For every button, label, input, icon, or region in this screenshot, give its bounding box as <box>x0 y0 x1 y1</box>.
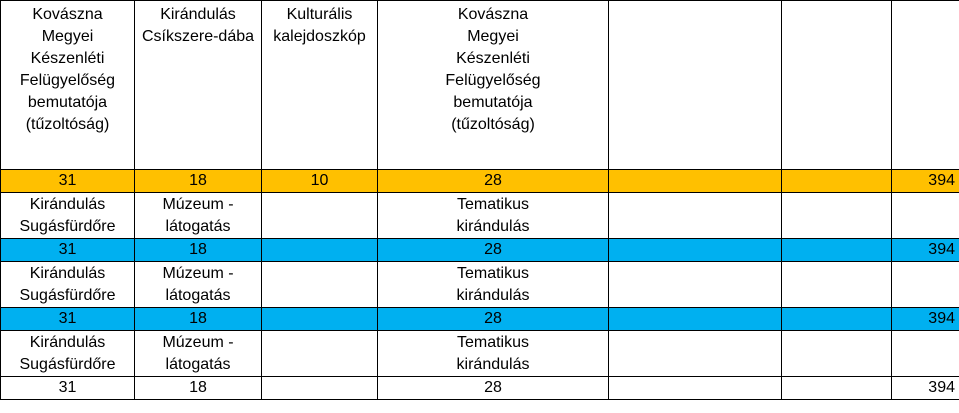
table-cell: 31 <box>0 376 135 400</box>
cell-text: 28 <box>484 379 502 396</box>
table-cell: 31 <box>0 169 135 193</box>
table-row: Kovászna Megyei Készenléti Felügyelőség … <box>0 0 959 170</box>
table-cell: Kirándulás Sugásfürdőre <box>0 192 135 239</box>
cell-text: Kulturális kalejdoszkóp <box>273 6 366 45</box>
table-cell <box>261 330 378 377</box>
table-cell <box>781 330 892 377</box>
table-row: 31 18 28 394 <box>0 307 959 331</box>
table-cell <box>781 376 892 400</box>
table-row: Kirándulás Sugásfürdőre Múzeum - látogatá… <box>0 261 959 308</box>
table-row: Kirándulás Sugásfürdőre Múzeum - látogatá… <box>0 192 959 239</box>
cell-text: Kovászna Megyei Készenléti Felügyelőség … <box>19 6 116 133</box>
table-cell <box>781 0 892 170</box>
table-cell: Tematikus kirándulás <box>377 261 609 308</box>
program-table: Kovászna Megyei Készenléti Felügyelőség … <box>0 0 959 400</box>
cell-text: 28 <box>484 241 502 258</box>
table-cell <box>261 192 378 239</box>
table-cell: 18 <box>134 238 262 262</box>
table-cell <box>261 261 378 308</box>
cell-text: Kirándulás Sugásfürdőre <box>19 195 116 235</box>
table-cell <box>261 307 378 331</box>
cell-text: 394 <box>928 310 955 327</box>
table-cell: 394 <box>891 376 959 400</box>
table-cell <box>608 307 782 331</box>
table-cell: Kovászna Megyei Készenléti Felügyelőség … <box>0 0 135 170</box>
table-cell: Kirándulás Sugásfürdőre <box>0 261 135 308</box>
table-cell: 18 <box>134 169 262 193</box>
table-row: 31 18 28 394 <box>0 376 959 400</box>
cell-text: Tematikus kirándulás <box>456 195 530 235</box>
table-cell <box>608 192 782 239</box>
table-cell: Múzeum - látogatás <box>134 330 262 377</box>
table-cell <box>891 192 959 239</box>
table-cell <box>608 0 782 170</box>
table-cell: 31 <box>0 238 135 262</box>
cell-text: 31 <box>58 172 77 189</box>
cell-text: Kovászna Megyei Készenléti Felügyelőség … <box>445 6 541 133</box>
table-cell: Kirándulás Sugásfürdőre <box>0 330 135 377</box>
table-cell: Múzeum - látogatás <box>134 261 262 308</box>
cell-text: 18 <box>189 379 207 396</box>
table-cell: 28 <box>377 238 609 262</box>
table-row: Kirándulás Sugásfürdőre Múzeum - látogatá… <box>0 330 959 377</box>
table-cell <box>781 307 892 331</box>
table-cell <box>781 261 892 308</box>
table-cell: 394 <box>891 307 959 331</box>
table-cell <box>608 330 782 377</box>
table-cell: 18 <box>134 307 262 331</box>
table-cell: Kovászna Megyei Készenléti Felügyelőség … <box>377 0 609 170</box>
table-row: 31 18 28 394 <box>0 238 959 262</box>
table-cell: Kirándulás Csíkszere-dába <box>134 0 262 170</box>
table-cell: 10 <box>261 169 378 193</box>
table-cell <box>781 169 892 193</box>
table-cell: 28 <box>377 307 609 331</box>
table-cell: Kulturális kalejdoszkóp <box>261 0 378 170</box>
cell-text: Kirándulás Csíkszere-dába <box>141 6 255 45</box>
table-cell <box>891 0 959 170</box>
cell-text: 394 <box>928 172 955 189</box>
cell-text: Tematikus kirándulás <box>456 333 530 373</box>
cell-text: 18 <box>189 172 207 189</box>
table-cell: Tematikus kirándulás <box>377 330 609 377</box>
table-cell <box>608 261 782 308</box>
cell-text: 18 <box>189 310 207 327</box>
table-cell <box>781 238 892 262</box>
table-cell: 28 <box>377 376 609 400</box>
table-cell <box>261 376 378 400</box>
cell-text: 31 <box>58 310 77 327</box>
cell-text: Kirándulás Sugásfürdőre <box>19 264 116 304</box>
cell-text: Kirándulás Sugásfürdőre <box>19 333 116 373</box>
table-cell: Tematikus kirándulás <box>377 192 609 239</box>
cell-text: Múzeum - látogatás <box>162 195 234 235</box>
table-cell <box>608 238 782 262</box>
table-body: Kovászna Megyei Készenléti Felügyelőség … <box>0 0 959 400</box>
table-cell <box>891 261 959 308</box>
cell-text: 28 <box>484 310 502 327</box>
table-cell <box>261 238 378 262</box>
cell-text: 394 <box>928 379 955 396</box>
cell-text: Tematikus kirándulás <box>456 264 530 304</box>
table-cell: 394 <box>891 169 959 193</box>
cell-text: 31 <box>58 379 77 396</box>
table-cell <box>891 330 959 377</box>
table-cell: 31 <box>0 307 135 331</box>
cell-text: 18 <box>189 241 207 258</box>
table-row: 31 18 10 28 394 <box>0 169 959 193</box>
table-cell: 18 <box>134 376 262 400</box>
table-cell: 394 <box>891 238 959 262</box>
table-cell: 28 <box>377 169 609 193</box>
table-cell: Múzeum - látogatás <box>134 192 262 239</box>
cell-text: 10 <box>310 172 329 189</box>
cell-text: 394 <box>928 241 955 258</box>
table-cell <box>608 169 782 193</box>
table-cell <box>781 192 892 239</box>
table-cell <box>608 376 782 400</box>
cell-text: 31 <box>58 241 77 258</box>
cell-text: Múzeum - látogatás <box>162 264 234 304</box>
cell-text: Múzeum - látogatás <box>162 333 234 373</box>
cell-text: 28 <box>484 172 502 189</box>
